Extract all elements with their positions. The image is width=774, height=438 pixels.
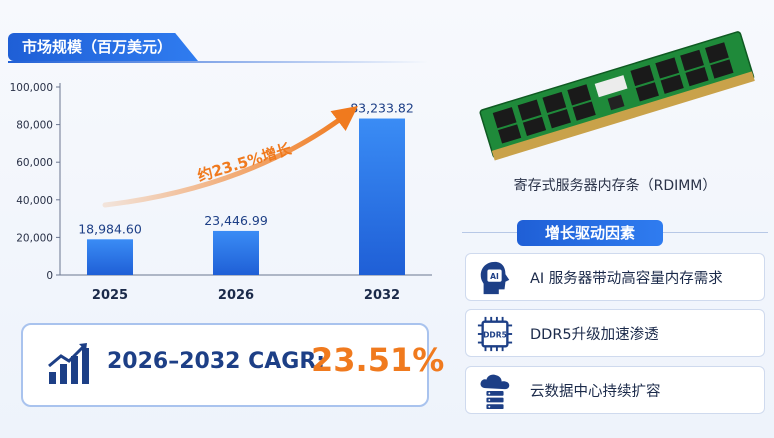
bar-2032 (359, 118, 405, 275)
bar-value-label: 83,233.82 (350, 101, 414, 116)
ai-head-icon: AI (480, 261, 510, 295)
bar-value-label: 23,446.99 (204, 213, 268, 228)
x-tick-label: 2025 (92, 288, 128, 303)
driver-label: DDR5升级加速渗透 (530, 327, 659, 343)
y-tick-label: 60,000 (16, 157, 53, 169)
bar-2026 (213, 230, 259, 275)
growth-annotation: 约23.5%增长 (195, 139, 294, 185)
y-tick-label: 40,000 (16, 195, 53, 207)
title-underline (8, 61, 428, 63)
driver-label: AI 服务器带动高容量内存需求 (530, 271, 723, 287)
bar-chart: 0 20,000 40,000 60,000 80,000 100,000 18,984.… (10, 82, 432, 303)
bar-value-label: 18,984.60 (78, 221, 142, 236)
bar-2025 (87, 239, 133, 275)
y-tick-label: 100,000 (10, 82, 53, 94)
y-tick-label: 80,000 (16, 120, 53, 132)
driver-cloud-datacenter: 云数据中心持续扩容 (465, 366, 765, 414)
y-tick-label: 20,000 (16, 232, 53, 244)
ddr5-chip-icon: DDR5 (477, 316, 513, 352)
svg-text:AI: AI (490, 272, 499, 281)
driver-ai-servers: AI AI 服务器带动高容量内存需求 (465, 253, 765, 301)
cagr-panel: 2026–2032 CAGR: 23.51% (21, 323, 444, 407)
cloud-server-icon (480, 374, 510, 410)
svg-text:DDR5: DDR5 (483, 330, 507, 339)
driver-ddr5: DDR5 DDR5升级加速渗透 (465, 309, 765, 357)
drivers-title: 增长驱动因素 (517, 220, 663, 246)
cagr-label: 2026–2032 CAGR: (107, 349, 326, 374)
rdimm-module-icon (479, 31, 755, 161)
x-tick-label: 2032 (364, 288, 400, 303)
growth-bars-icon (48, 343, 89, 384)
x-tick-label: 2026 (218, 288, 254, 303)
driver-label: 云数据中心持续扩容 (530, 384, 661, 400)
y-tick-label: 0 (46, 270, 53, 282)
growth-arrow (102, 105, 358, 208)
chart-title: 市场规模（百万美元） (8, 33, 198, 61)
cagr-value: 23.51% (311, 341, 445, 379)
product-caption: 寄存式服务器内存条（RDIMM） (513, 178, 717, 194)
